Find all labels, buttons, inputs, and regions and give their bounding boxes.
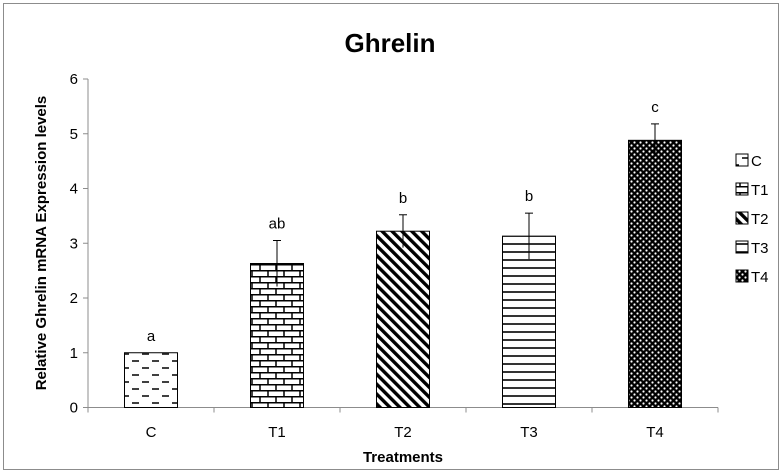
y-tick-label: 3 (70, 235, 78, 252)
legend-swatch-c (735, 153, 749, 167)
bar-t2 (376, 230, 430, 408)
legend-swatch-t3 (735, 240, 749, 254)
legend-swatch-t1 (735, 182, 749, 196)
error-bars-group (273, 123, 659, 287)
legend-label-t1: T1 (751, 182, 769, 199)
y-axis (83, 78, 89, 408)
y-axis-title: Relative Ghrelin mRNA Expression levels (33, 96, 50, 391)
y-tick-label: 6 (70, 71, 78, 88)
legend-label-t2: T2 (751, 211, 769, 228)
y-tick-labels-group: 0 1 2 3 4 5 6 (70, 71, 78, 417)
legend-label-t3: T3 (751, 240, 769, 257)
significance-labels-group: a ab b b c (147, 99, 659, 345)
significance-label-t3: b (525, 188, 533, 205)
bar-t4 (628, 139, 682, 408)
y-tick-label: 2 (70, 290, 78, 307)
legend-swatch-t4 (735, 269, 749, 283)
legend-label-c: C (751, 153, 762, 170)
legend-label-t4: T4 (751, 269, 769, 286)
x-axis-title: Treatments (363, 449, 443, 466)
x-tick-label-t1: T1 (268, 424, 286, 441)
significance-label-t2: b (399, 190, 407, 207)
chart-title: Ghrelin (344, 28, 435, 58)
y-tick-label: 1 (70, 345, 78, 362)
y-tick-label: 0 (70, 400, 78, 417)
bar-c (124, 352, 178, 408)
x-tick-label-t3: T3 (520, 424, 538, 441)
y-tick-label: 5 (70, 126, 78, 143)
significance-label-c: a (147, 328, 156, 345)
bar-t1 (250, 263, 304, 408)
x-tick-label-c: C (146, 424, 157, 441)
x-tick-label-t2: T2 (394, 424, 412, 441)
x-tick-labels-group: C T1 T2 T3 T4 (146, 424, 664, 441)
bar-t3 (502, 235, 556, 408)
significance-label-t1: ab (269, 216, 286, 233)
x-tick-label-t4: T4 (646, 424, 664, 441)
bars-group (124, 139, 682, 408)
x-axis (87, 407, 719, 413)
legend: C T1 T2 T3 T4 (735, 153, 769, 286)
legend-swatch-t2 (735, 211, 749, 225)
significance-label-t4: c (651, 99, 659, 116)
y-tick-label: 4 (70, 181, 78, 198)
